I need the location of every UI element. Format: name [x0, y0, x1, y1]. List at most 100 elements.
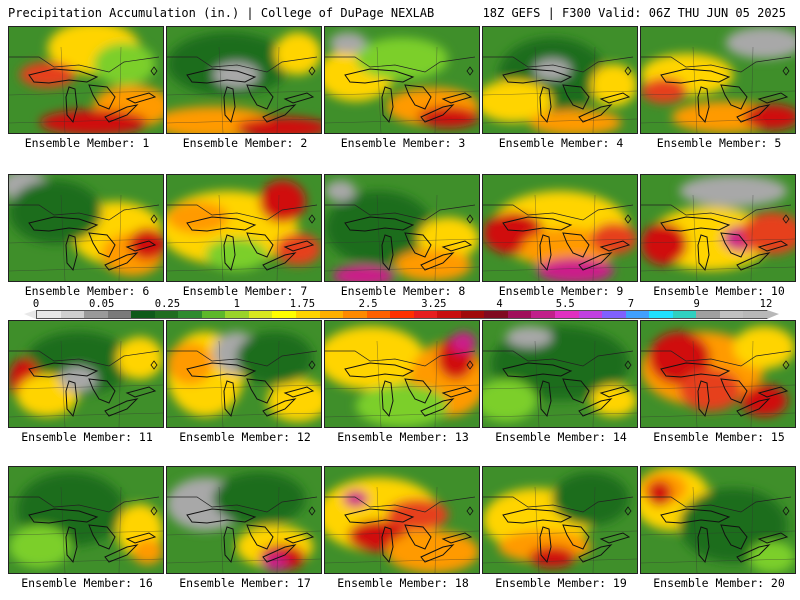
great-lakes-outline: [736, 398, 771, 417]
location-marker: [782, 360, 790, 370]
state-border: [483, 412, 637, 418]
state-border: [325, 118, 479, 124]
state-border: [167, 266, 321, 272]
state-border: [218, 486, 224, 573]
state-border: [592, 340, 596, 427]
great-lakes-outline: [720, 378, 748, 404]
scale-tick-label: 0: [32, 298, 40, 310]
ensemble-member-map: [640, 466, 796, 574]
precip-area: [236, 331, 314, 385]
precip-area: [679, 175, 788, 207]
scale-swatch: [319, 311, 344, 318]
state-border: [641, 266, 795, 272]
scale-tick-label: 2.5: [358, 298, 378, 310]
great-lakes-outline: [697, 86, 710, 124]
great-lakes-outline: [441, 532, 473, 544]
precip-area: [536, 257, 614, 281]
great-lakes-outline: [125, 240, 157, 252]
country-border: [483, 204, 634, 221]
great-lakes-outline: [420, 398, 455, 417]
precip-area: [648, 331, 711, 385]
scale-swatch: [507, 311, 532, 318]
precip-area: [744, 104, 795, 130]
state-border: [218, 194, 224, 281]
great-lakes-outline: [539, 86, 552, 124]
ensemble-member-map: [640, 174, 796, 282]
great-lakes-outline: [262, 398, 297, 417]
state-border: [692, 46, 698, 133]
great-lakes-outline: [104, 104, 139, 123]
precipitation-field: [641, 175, 795, 281]
state-border: [9, 238, 163, 244]
precip-area: [59, 366, 97, 393]
state-border: [434, 340, 438, 427]
location-marker: [466, 506, 474, 516]
state-border: [167, 558, 321, 564]
scale-swatch: [60, 311, 85, 318]
scale-swatch: [413, 311, 438, 318]
location-marker: [150, 214, 158, 224]
precipitation-field: [483, 175, 637, 281]
country-border: [9, 350, 160, 367]
great-lakes-outline: [65, 526, 78, 564]
great-lakes-outline: [125, 386, 157, 398]
precipitation-field: [167, 27, 321, 133]
ensemble-member-label: Ensemble Member: 8: [340, 284, 466, 298]
precip-area: [132, 539, 163, 565]
state-border: [276, 46, 280, 133]
great-lakes-outline: [344, 216, 415, 232]
location-marker: [308, 506, 316, 516]
ensemble-member-map: [482, 466, 638, 574]
ensemble-member-label: Ensemble Member: 2: [182, 136, 308, 150]
great-lakes-outline: [104, 398, 139, 417]
precip-area: [332, 265, 395, 281]
scale-swatch: [437, 311, 461, 318]
great-lakes-outline: [562, 232, 590, 258]
location-marker: [466, 360, 474, 370]
state-border: [592, 194, 596, 281]
state-border: [60, 340, 66, 427]
precipitation-field: [483, 321, 637, 427]
state-border: [118, 194, 122, 281]
great-lakes-outline: [246, 378, 274, 404]
ensemble-member-label: Ensemble Member: 16: [21, 576, 153, 590]
state-border: [434, 486, 438, 573]
state-border: [325, 90, 479, 96]
great-lakes-outline: [720, 232, 748, 258]
scale-swatch: [343, 311, 367, 318]
ensemble-member-label: Ensemble Member: 19: [495, 576, 627, 590]
state-border: [483, 558, 637, 564]
great-lakes-outline: [578, 104, 613, 123]
state-border: [434, 194, 438, 281]
precip-area: [325, 190, 433, 266]
scale-bar: [36, 310, 768, 319]
great-lakes-outline: [441, 386, 473, 398]
great-lakes-outline: [344, 362, 415, 378]
scale-left-arrow: [24, 310, 36, 319]
ensemble-member-label: Ensemble Member: 9: [498, 284, 624, 298]
state-border: [592, 46, 596, 133]
great-lakes-outline: [88, 84, 116, 110]
great-lakes-outline: [381, 380, 394, 418]
precipitation-field: [9, 27, 163, 133]
precipitation-field: [325, 175, 479, 281]
scale-swatch: [84, 311, 108, 318]
scale-swatch: [366, 311, 391, 318]
state-border: [276, 194, 280, 281]
precip-area: [733, 326, 795, 369]
great-lakes-outline: [757, 240, 789, 252]
precip-area: [325, 180, 356, 202]
great-lakes-outline: [223, 234, 236, 272]
state-border: [750, 46, 754, 133]
precip-area: [483, 80, 553, 123]
ensemble-member-map: [640, 26, 796, 134]
great-lakes-outline: [660, 362, 731, 378]
great-lakes-outline: [28, 508, 99, 524]
scale-swatch: [531, 311, 556, 318]
state-border: [9, 412, 163, 418]
precip-area: [259, 180, 306, 223]
great-lakes-outline: [404, 378, 432, 404]
great-lakes-outline: [562, 84, 590, 110]
location-marker: [782, 506, 790, 516]
state-border: [167, 384, 321, 390]
